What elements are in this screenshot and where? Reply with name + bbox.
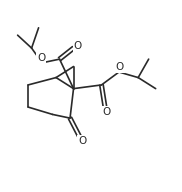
Text: O: O: [103, 107, 111, 117]
Text: O: O: [116, 62, 124, 72]
Text: O: O: [78, 136, 86, 146]
Text: O: O: [37, 53, 45, 63]
Text: O: O: [74, 41, 82, 51]
